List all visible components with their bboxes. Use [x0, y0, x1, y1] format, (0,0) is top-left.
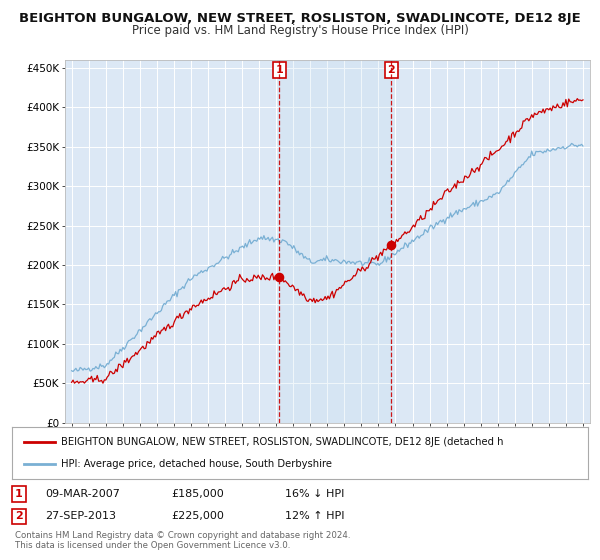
Text: BEIGHTON BUNGALOW, NEW STREET, ROSLISTON, SWADLINCOTE, DE12 8JE: BEIGHTON BUNGALOW, NEW STREET, ROSLISTON…	[19, 12, 581, 25]
Text: £225,000: £225,000	[171, 511, 224, 521]
Text: 16% ↓ HPI: 16% ↓ HPI	[285, 489, 344, 499]
Text: 12% ↑ HPI: 12% ↑ HPI	[285, 511, 344, 521]
Text: HPI: Average price, detached house, South Derbyshire: HPI: Average price, detached house, Sout…	[61, 459, 332, 469]
Text: 09-MAR-2007: 09-MAR-2007	[45, 489, 120, 499]
Text: 1: 1	[15, 489, 23, 499]
Point	[274, 272, 284, 281]
Bar	[279, 60, 391, 423]
Text: Contains HM Land Registry data © Crown copyright and database right 2024.: Contains HM Land Registry data © Crown c…	[15, 531, 350, 540]
Text: BEIGHTON BUNGALOW, NEW STREET, ROSLISTON, SWADLINCOTE, DE12 8JE (detached h: BEIGHTON BUNGALOW, NEW STREET, ROSLISTON…	[61, 437, 503, 447]
Text: This data is licensed under the Open Government Licence v3.0.: This data is licensed under the Open Gov…	[15, 541, 290, 550]
Text: Price paid vs. HM Land Registry's House Price Index (HPI): Price paid vs. HM Land Registry's House …	[131, 24, 469, 36]
Text: 1: 1	[275, 65, 283, 75]
Text: 27-SEP-2013: 27-SEP-2013	[45, 511, 116, 521]
Point	[386, 241, 396, 250]
Text: £185,000: £185,000	[171, 489, 224, 499]
Text: 2: 2	[388, 65, 395, 75]
Text: 2: 2	[15, 511, 23, 521]
